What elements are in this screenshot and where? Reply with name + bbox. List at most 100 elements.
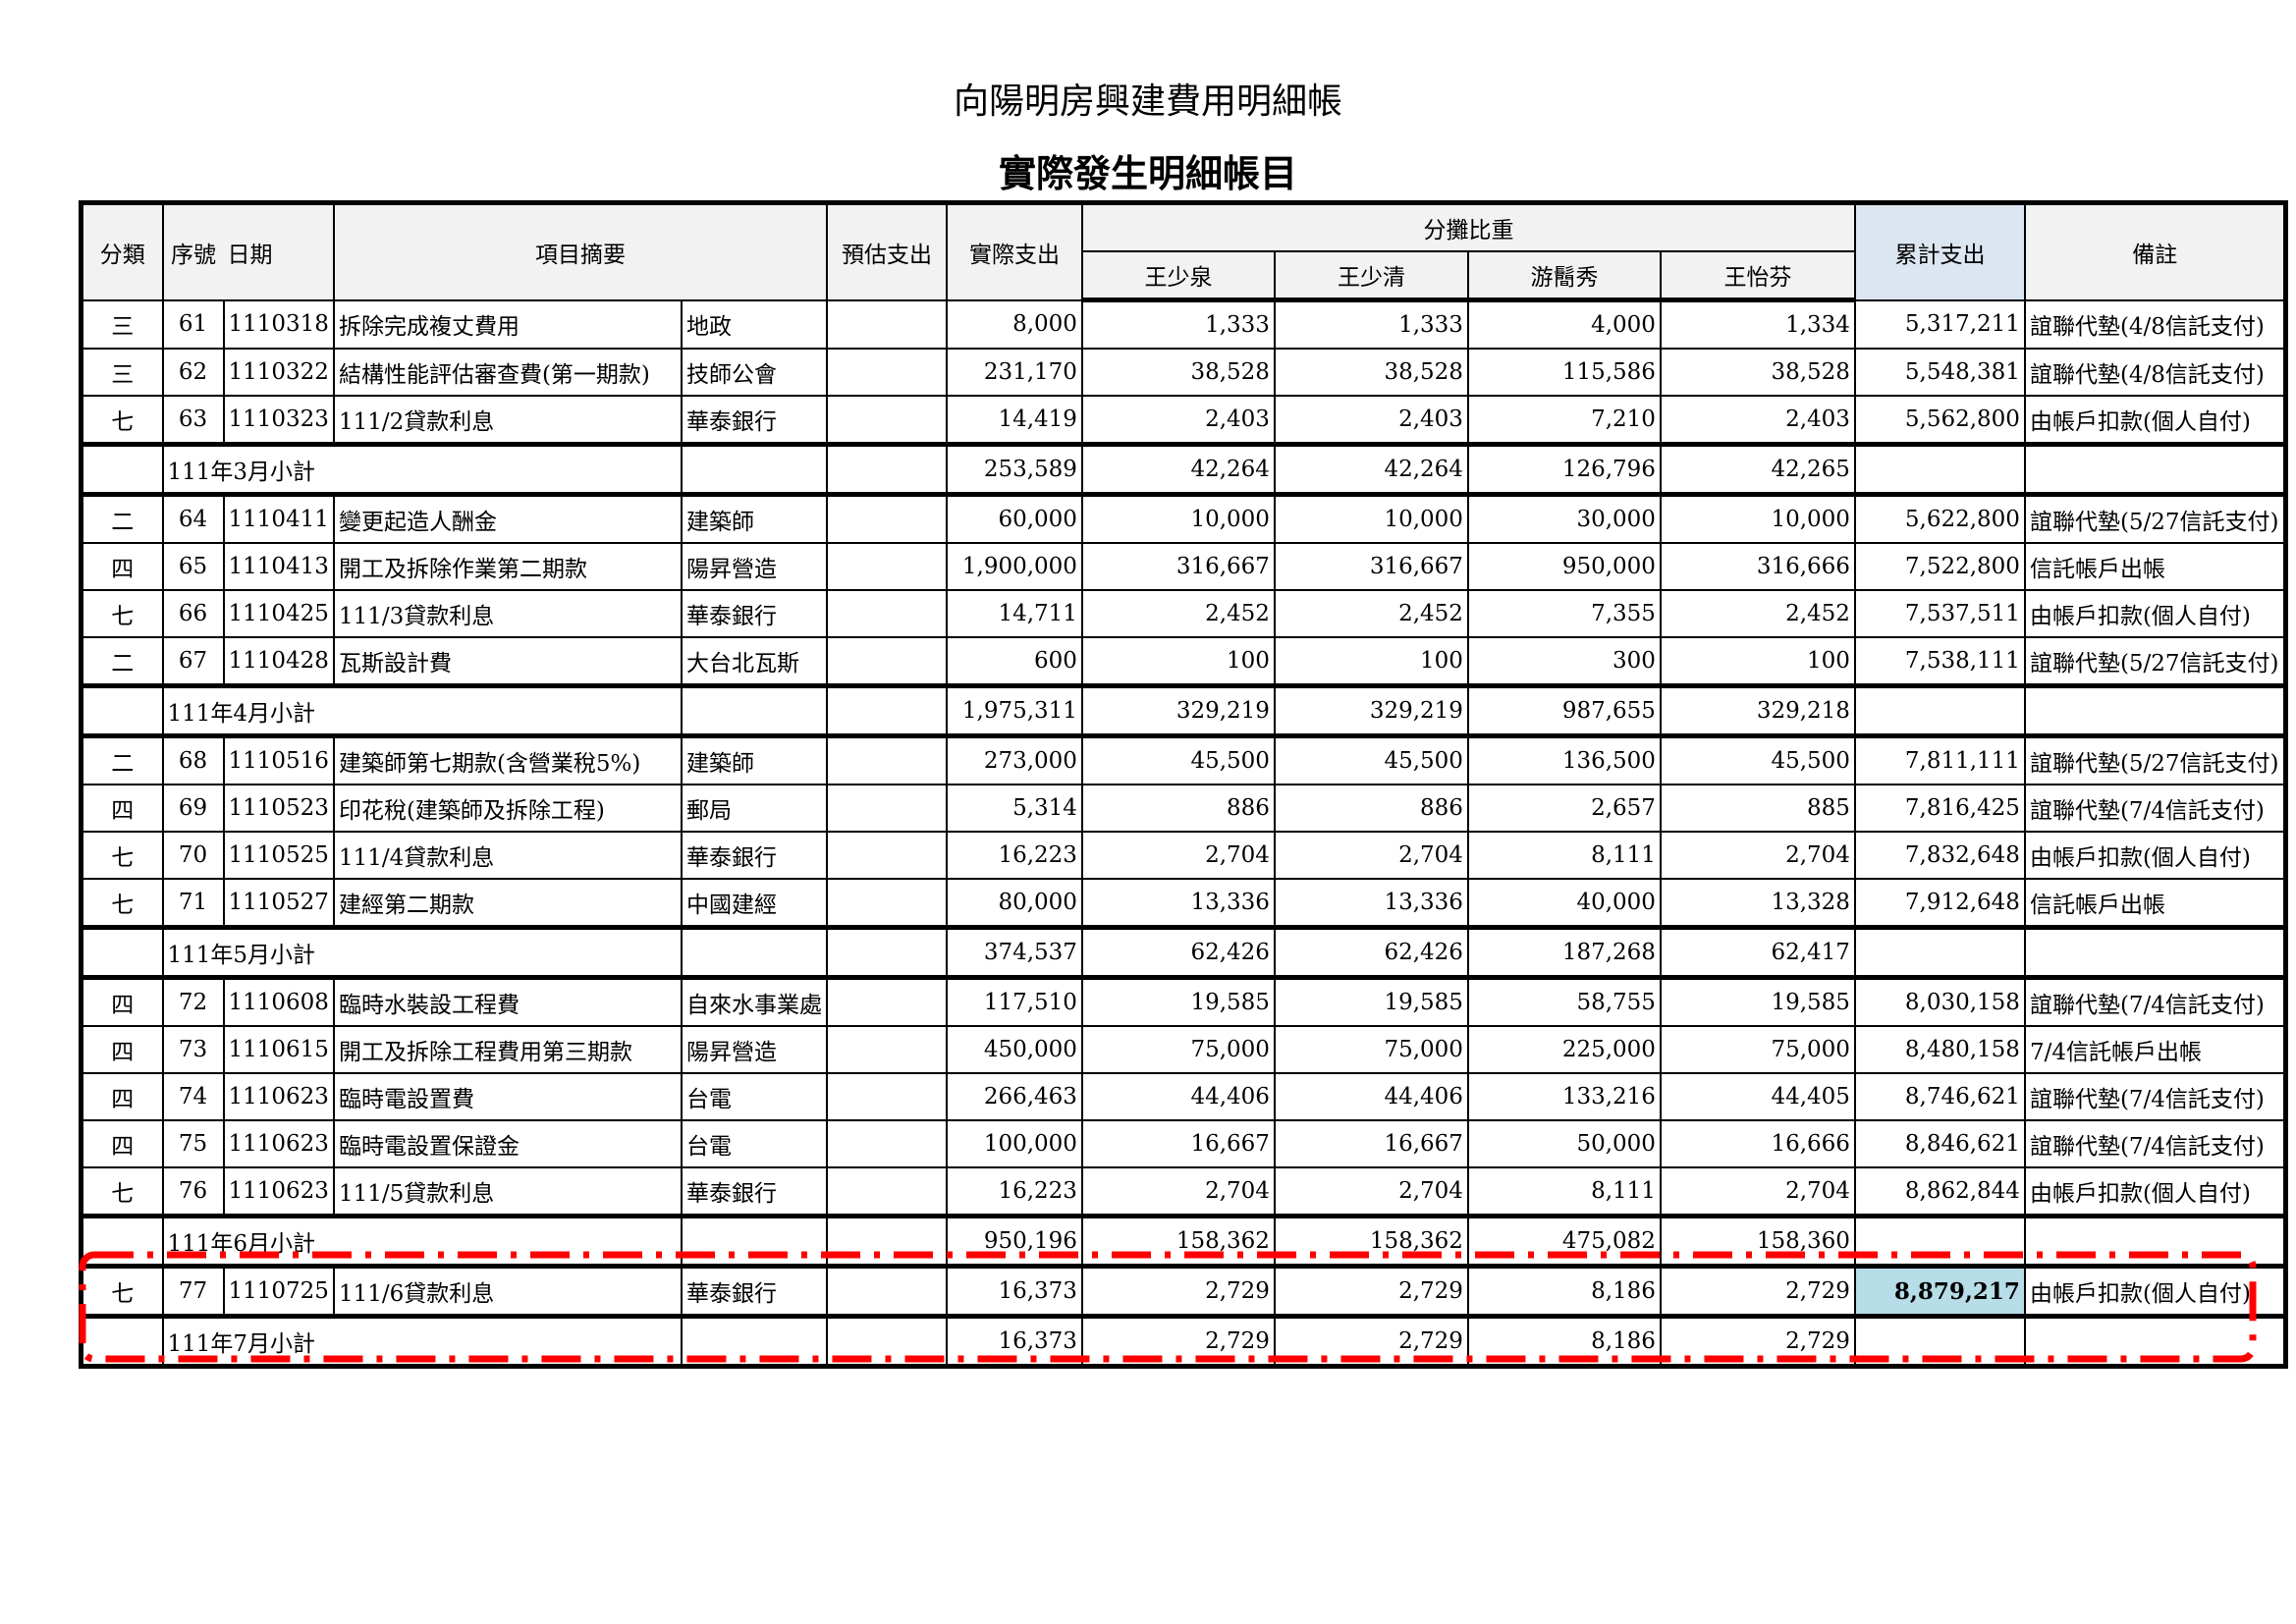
share-person-3-cell: 225,000 <box>1466 1025 1662 1074</box>
share-person-3-cell: 133,216 <box>1466 1072 1662 1121</box>
subtotal-label: 111年3月小計 <box>161 442 683 496</box>
item-cell: 臨時電設置費 <box>332 1072 683 1121</box>
share-person-1-cell: 75,000 <box>1080 1025 1276 1074</box>
item-cell: 臨時水裝設工程費 <box>332 975 683 1027</box>
share-person-4-cell: 62,417 <box>1659 925 1856 979</box>
category-cell: 四 <box>80 1119 164 1168</box>
item-cell: 111/5貸款利息 <box>332 1166 683 1218</box>
category-cell: 七 <box>80 589 164 638</box>
seq-cell: 71 <box>161 878 224 929</box>
remarks-cell: 誼聯代墊(7/4信託支付) <box>2023 784 2287 833</box>
category-cell <box>80 925 164 979</box>
subtotal-row: 111年3月小計 253,589 42,264 42,264 126,796 42,265 <box>80 442 2287 496</box>
seq-cell: 63 <box>161 395 224 446</box>
share-person-3-cell: 2,657 <box>1466 784 1662 833</box>
estimated-cell <box>825 395 948 446</box>
vendor-cell: 華泰銀行 <box>680 1166 828 1218</box>
date-cell: 1110623 <box>222 1166 335 1218</box>
table-row: 七 66 1110425 111/3貸款利息 華泰銀行 14,711 2,452 2,452 7… <box>80 589 2287 638</box>
share-person-3-cell: 987,655 <box>1466 683 1662 737</box>
subtotal-label: 111年5月小計 <box>161 925 683 979</box>
share-person-3-cell: 136,500 <box>1466 733 1662 785</box>
estimated-cell <box>825 492 948 544</box>
estimated-cell <box>825 831 948 880</box>
header-seq: 序號 <box>161 201 224 301</box>
share-person-2-cell: 19,585 <box>1273 975 1469 1027</box>
share-person-4-cell: 316,666 <box>1659 542 1856 591</box>
estimated-cell <box>825 1119 948 1168</box>
share-person-2-cell: 16,667 <box>1273 1119 1469 1168</box>
seq-cell: 67 <box>161 636 224 687</box>
actual-cell: 14,419 <box>945 395 1083 446</box>
estimated-cell <box>825 298 948 350</box>
cumulative-cell: 5,317,211 <box>1853 298 2026 350</box>
cumulative-cell <box>1853 1314 2026 1368</box>
share-person-3-cell: 7,355 <box>1466 589 1662 638</box>
share-person-4-cell: 158,360 <box>1659 1214 1856 1268</box>
share-person-3-cell: 950,000 <box>1466 542 1662 591</box>
table-row: 四 75 1110623 臨時電設置保證金 台電 100,000 16,667 16,667 5… <box>80 1119 2287 1168</box>
estimated-cell <box>825 878 948 929</box>
share-person-3-cell: 40,000 <box>1466 878 1662 929</box>
share-person-3-cell: 58,755 <box>1466 975 1662 1027</box>
category-cell: 七 <box>80 395 164 446</box>
item-cell: 印花稅(建築師及拆除工程) <box>332 784 683 833</box>
share-person-1-cell: 45,500 <box>1080 733 1276 785</box>
date-cell: 1110425 <box>222 589 335 638</box>
remarks-cell: 誼聯代墊(4/8信託支付) <box>2023 298 2287 350</box>
subtotal-row: 111年6月小計 950,196 158,362 158,362 475,082 158,… <box>80 1214 2287 1268</box>
table-row: 四 69 1110523 印花稅(建築師及拆除工程) 郵局 5,314 886 886 2,65… <box>80 784 2287 833</box>
category-cell: 四 <box>80 1072 164 1121</box>
cumulative-cell <box>1853 1214 2026 1268</box>
item-cell: 拆除完成複丈費用 <box>332 298 683 350</box>
table-row: 二 68 1110516 建築師第七期款(含營業稅5%) 建築師 273,000 45,50… <box>80 733 2287 785</box>
seq-cell: 61 <box>161 298 224 350</box>
item-cell: 結構性能評估審查費(第一期款) <box>332 348 683 397</box>
share-person-4-cell: 45,500 <box>1659 733 1856 785</box>
share-person-4-cell: 75,000 <box>1659 1025 1856 1074</box>
vendor-cell: 中國建經 <box>680 878 828 929</box>
share-person-4-cell: 2,403 <box>1659 395 1856 446</box>
subtotal-label: 111年4月小計 <box>161 683 683 737</box>
share-person-3-cell: 30,000 <box>1466 492 1662 544</box>
share-person-2-cell: 1,333 <box>1273 298 1469 350</box>
remarks-cell <box>2023 925 2287 979</box>
remarks-cell: 誼聯代墊(7/4信託支付) <box>2023 1119 2287 1168</box>
cumulative-cell: 7,538,111 <box>1853 636 2026 687</box>
vendor-cell <box>680 925 828 979</box>
share-person-2-cell: 38,528 <box>1273 348 1469 397</box>
estimated-cell <box>825 975 948 1027</box>
item-cell: 建經第二期款 <box>332 878 683 929</box>
share-person-4-cell: 38,528 <box>1659 348 1856 397</box>
share-person-4-cell: 16,666 <box>1659 1119 1856 1168</box>
date-cell: 1110615 <box>222 1025 335 1074</box>
cumulative-cell: 5,562,800 <box>1853 395 2026 446</box>
item-cell: 111/6貸款利息 <box>332 1264 683 1318</box>
remarks-cell <box>2023 683 2287 737</box>
share-person-2-cell: 158,362 <box>1273 1214 1469 1268</box>
subtotal-row: 111年7月小計 16,373 2,729 2,729 8,186 2,729 <box>80 1314 2287 1368</box>
share-person-3-cell: 50,000 <box>1466 1119 1662 1168</box>
estimated-cell <box>825 1166 948 1218</box>
estimated-cell <box>825 1264 948 1318</box>
header-remarks: 備註 <box>2023 201 2287 301</box>
share-person-1-cell: 16,667 <box>1080 1119 1276 1168</box>
share-person-4-cell: 13,328 <box>1659 878 1856 929</box>
cumulative-cell: 8,746,621 <box>1853 1072 2026 1121</box>
subtotal-row: 111年4月小計 1,975,311 329,219 329,219 987,655 32… <box>80 683 2287 737</box>
estimated-cell <box>825 589 948 638</box>
cumulative-cell: 5,622,800 <box>1853 492 2026 544</box>
vendor-cell <box>680 1314 828 1368</box>
cumulative-cell: 7,811,111 <box>1853 733 2026 785</box>
actual-cell: 600 <box>945 636 1083 687</box>
remarks-cell: 由帳戶扣款(個人自付) <box>2023 831 2287 880</box>
share-person-1-cell: 42,264 <box>1080 442 1276 496</box>
table-row: 四 72 1110608 臨時水裝設工程費 自來水事業處 117,510 19,585 19,… <box>80 975 2287 1027</box>
remarks-cell: 誼聯代墊(7/4信託支付) <box>2023 1072 2287 1121</box>
actual-cell: 950,196 <box>945 1214 1083 1268</box>
actual-cell: 117,510 <box>945 975 1083 1027</box>
share-person-4-cell: 1,334 <box>1659 298 1856 350</box>
vendor-cell: 台電 <box>680 1119 828 1168</box>
category-cell: 四 <box>80 975 164 1027</box>
seq-cell: 76 <box>161 1166 224 1218</box>
